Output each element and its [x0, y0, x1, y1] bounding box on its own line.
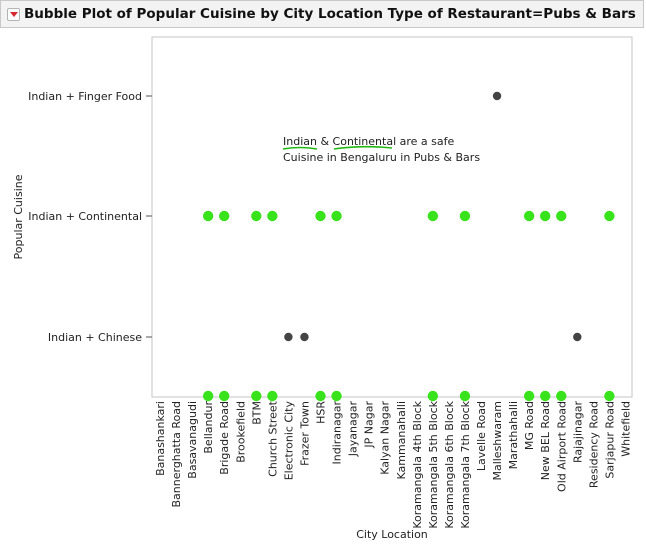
axis-marker — [540, 390, 551, 402]
annotation-tail: are a safe — [396, 135, 454, 148]
data-point — [523, 210, 535, 222]
axis-markers — [202, 390, 615, 402]
axis-marker — [331, 390, 342, 402]
x-tick-label: Electronic City — [282, 401, 295, 481]
report-header: Bubble Plot of Popular Cuisine by City L… — [0, 0, 644, 28]
x-tick-label: Old Airport Road — [555, 401, 568, 492]
x-tick-label: Banashankari — [154, 401, 167, 476]
y-axis-title: Popular Cuisine — [12, 174, 25, 259]
axis-marker — [604, 390, 615, 402]
axis-marker — [267, 390, 278, 402]
data-point — [202, 210, 214, 222]
axis-marker — [202, 390, 214, 402]
x-tick-label: HSR — [315, 401, 328, 424]
x-tick-label: Brookefield — [234, 401, 247, 463]
data-point — [427, 210, 439, 222]
x-tick-label: JP Nagar — [363, 401, 376, 449]
x-tick-label: Jayanagar — [347, 401, 360, 458]
data-point — [573, 332, 582, 342]
data-point — [219, 210, 230, 222]
x-tick-label: Koramangala 4th Block — [411, 400, 424, 528]
disclosure-menu-button[interactable] — [7, 8, 20, 21]
x-tick-label: Indiranagar — [331, 401, 344, 465]
data-points — [202, 91, 615, 342]
x-tick-label: Bellandur — [202, 401, 215, 454]
annotation-line-2: Cuisine in Bengaluru in Pubs & Bars — [283, 151, 480, 164]
y-tick-label: Indian + Finger Food — [28, 90, 142, 103]
annotation-word-1: Indian — [283, 135, 317, 148]
x-tick-label: Sarjapur Road — [603, 401, 616, 479]
x-tick-label: Kammanahalli — [395, 401, 408, 480]
x-tick-label: Rajajinagar — [571, 401, 584, 463]
data-point — [540, 210, 551, 222]
axis-marker — [556, 390, 567, 402]
x-tick-label: Whitefield — [619, 401, 632, 457]
x-tick-label: Koramangala 6th Block — [443, 400, 456, 528]
x-tick-label: Church Street — [266, 400, 279, 477]
annotation-connector: & — [317, 135, 333, 148]
x-tick-label: Koramangala 5th Block — [427, 400, 440, 528]
annotation-underline-2 — [333, 145, 393, 150]
x-axis-title: City Location — [356, 528, 428, 541]
x-axis: Banashankari Bannerghatta Road Basavanagud… — [154, 400, 632, 528]
x-tick-label: New BEL Road — [539, 401, 552, 480]
axis-marker — [219, 390, 230, 402]
x-tick-label: Bannerghatta Road — [170, 401, 183, 508]
data-point — [284, 332, 293, 342]
y-tick-label: Indian + Continental — [28, 210, 142, 223]
x-tick-label: Residency Road — [587, 401, 600, 488]
axis-marker — [523, 390, 535, 402]
data-point — [492, 91, 502, 101]
red-triangle-icon — [10, 12, 18, 17]
y-axis: Indian + Chinese Indian + Continental Indi… — [28, 90, 152, 344]
axis-marker — [427, 390, 439, 402]
x-tick-label: Frazer Town — [298, 401, 311, 466]
x-tick-label: Kalyan Nagar — [379, 401, 392, 475]
x-tick-label: BTM — [250, 401, 263, 425]
axis-marker — [459, 390, 471, 402]
annotation-word-2: Continental — [333, 135, 397, 148]
x-tick-label: Marathahalli — [507, 401, 520, 469]
data-point — [267, 210, 278, 222]
annotation-underline-1 — [282, 146, 318, 150]
x-tick-label: Basavanagudi — [186, 401, 199, 479]
annotation: Indian & Continental are a safe Cuisine … — [282, 135, 480, 164]
axis-marker — [251, 390, 262, 402]
axis-marker — [315, 390, 326, 402]
annotation-line-1: Indian & Continental are a safe — [283, 135, 454, 148]
x-tick-label: Koramangala 7th Block — [459, 400, 472, 528]
data-point — [251, 210, 262, 222]
x-tick-label: Brigade Road — [218, 401, 231, 475]
data-point — [459, 210, 471, 222]
x-tick-label: Malleshwaram — [491, 401, 504, 481]
x-tick-label: MG Road — [523, 401, 536, 450]
data-point — [331, 210, 342, 222]
report-title: Bubble Plot of Popular Cuisine by City L… — [24, 6, 636, 22]
plot-frame — [151, 36, 633, 398]
data-point — [556, 210, 567, 222]
x-tick-label: Lavelle Road — [475, 401, 488, 471]
y-tick-label: Indian + Chinese — [48, 331, 142, 344]
data-point — [315, 210, 326, 222]
data-point — [300, 332, 309, 342]
data-point — [604, 210, 615, 222]
